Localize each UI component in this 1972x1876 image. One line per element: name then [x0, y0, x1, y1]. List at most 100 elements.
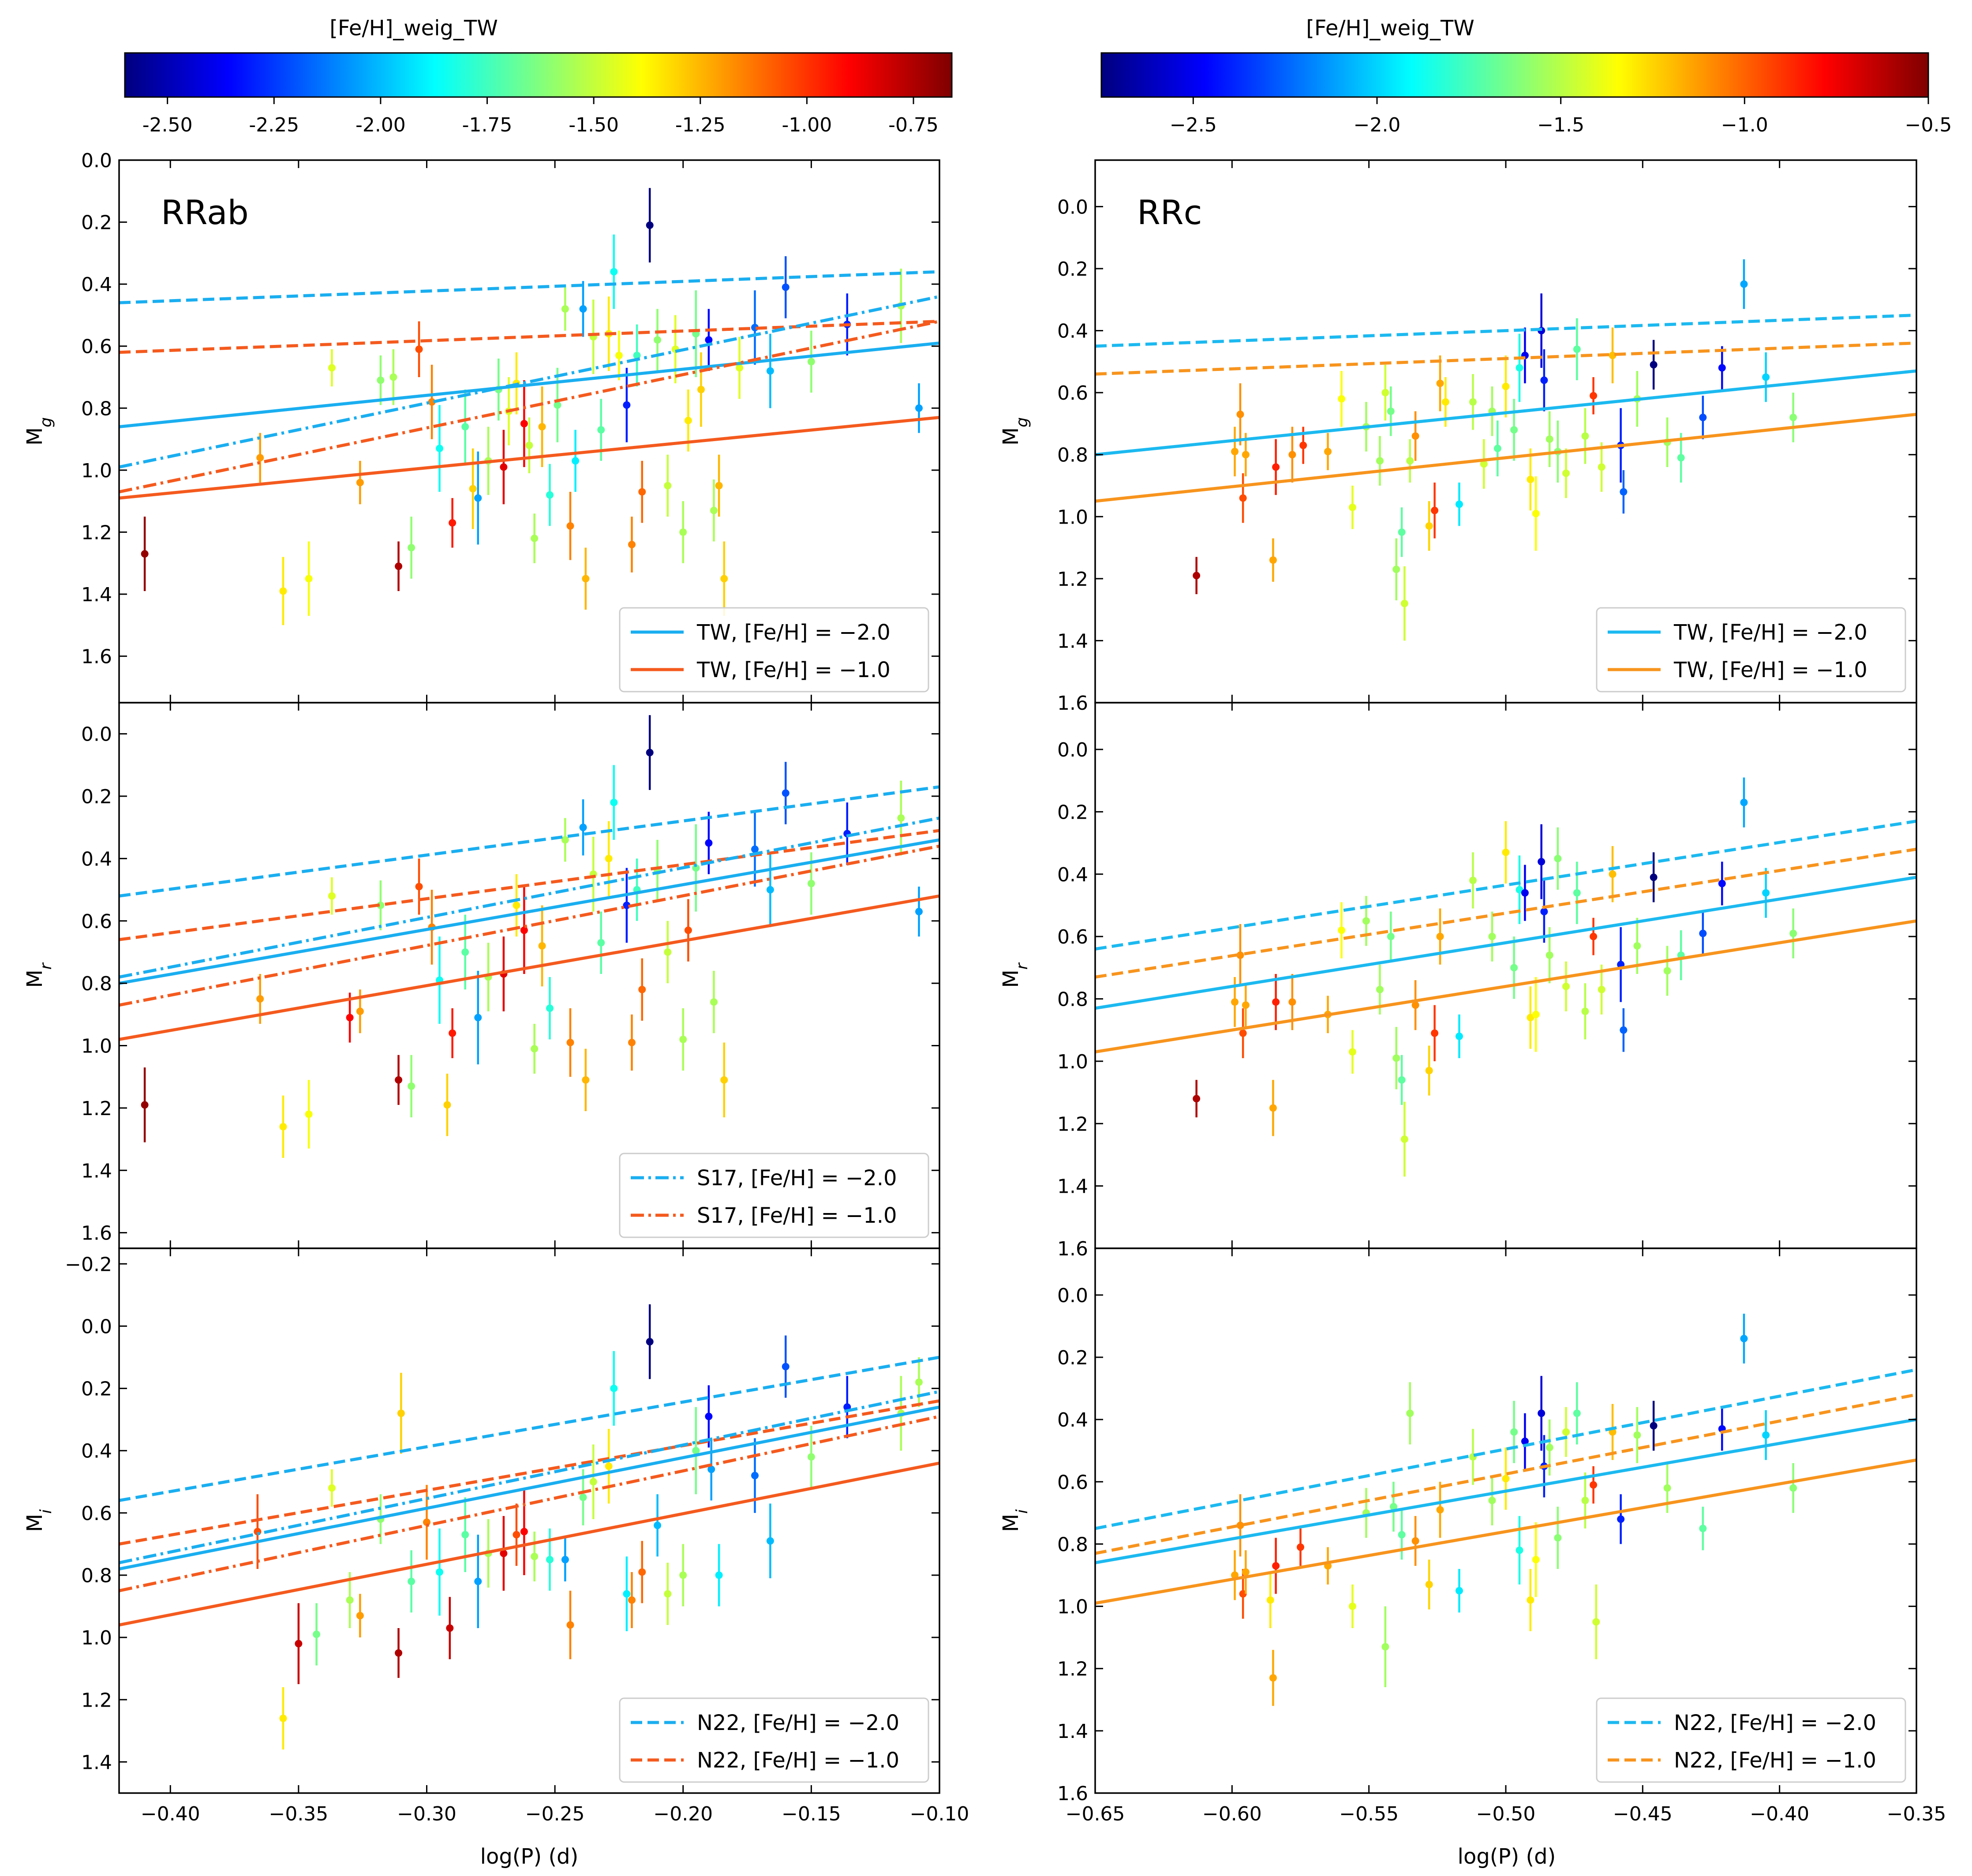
data-point: [554, 401, 561, 409]
data-point: [664, 1590, 672, 1598]
legend-entry: S17, [Fe/H] = −1.0: [697, 1203, 897, 1228]
ytick-label: 0.6: [81, 1502, 112, 1525]
data-point: [1663, 967, 1671, 975]
xtick-label: −0.40: [1750, 1803, 1809, 1825]
ytick-label: 1.0: [1057, 506, 1088, 528]
data-point: [1521, 889, 1529, 897]
data-point: [1288, 451, 1296, 459]
data-point: [1455, 1587, 1463, 1595]
data-point: [1288, 998, 1296, 1006]
data-point: [1515, 886, 1523, 894]
data-point: [538, 423, 546, 431]
data-point: [679, 1035, 687, 1043]
data-point: [1532, 509, 1540, 517]
yaxis-label: Mr: [22, 962, 55, 988]
data-point: [546, 491, 554, 499]
data-points: [1231, 1314, 1797, 1706]
colorbar-tick-label: -2.00: [355, 114, 406, 136]
data-point: [1598, 985, 1605, 993]
data-point: [546, 1556, 554, 1564]
data-point: [461, 1531, 469, 1539]
data-point: [566, 522, 574, 530]
data-point: [566, 1621, 574, 1629]
data-point: [782, 789, 790, 797]
colorbar-right-bar: [1100, 52, 1929, 98]
ytick-label: 0.2: [81, 212, 112, 234]
data-point: [1269, 556, 1277, 564]
data-point: [1532, 1011, 1540, 1019]
ytick-label: 1.4: [1057, 1176, 1088, 1198]
data-point: [751, 845, 759, 853]
relation-line: [1095, 313, 1916, 348]
data-point: [1789, 929, 1797, 937]
data-point: [531, 534, 539, 542]
data-point: [377, 901, 385, 909]
ytick-label: 0.0: [1057, 1284, 1088, 1307]
yaxis-label: Mi: [22, 1509, 55, 1532]
data-point: [1677, 454, 1685, 462]
data-point: [1193, 1095, 1201, 1103]
data-point: [1431, 1029, 1439, 1037]
panel-rrab-i: −0.2 0.0 0.2 0.4 0.6 0.8 1.0 1.2 1.4 −0.40 −0.35 −0…: [22, 1247, 969, 1825]
xaxis-label-left: log(P) (d): [480, 1844, 579, 1869]
data-point: [1699, 413, 1707, 421]
data-point: [1231, 998, 1239, 1006]
data-point: [1441, 398, 1449, 406]
data-point: [1455, 1032, 1463, 1040]
data-point: [428, 398, 436, 406]
data-point: [1762, 373, 1770, 381]
data-point: [628, 1038, 636, 1046]
ytick-label: 1.6: [1057, 1782, 1088, 1805]
data-point: [1590, 1481, 1598, 1489]
data-point: [705, 336, 713, 344]
data-point: [356, 479, 364, 487]
data-point: [1387, 932, 1395, 940]
data-point: [679, 528, 687, 536]
data-point: [538, 942, 546, 950]
legend-entry: S17, [Fe/H] = −2.0: [697, 1166, 897, 1191]
data-point: [1718, 364, 1726, 372]
data-point: [610, 268, 618, 276]
data-point: [623, 401, 631, 409]
relation-line: [119, 1415, 939, 1592]
relation-line: [1095, 876, 1916, 1010]
data-point: [1540, 376, 1548, 384]
data-point: [1562, 469, 1570, 477]
data-point: [1590, 392, 1598, 400]
data-point: [1387, 407, 1395, 415]
data-point: [1699, 1524, 1707, 1532]
data-point: [710, 506, 718, 514]
xtick-label: −0.50: [1476, 1803, 1536, 1825]
data-point: [1376, 985, 1384, 993]
data-point: [256, 995, 264, 1003]
ytick-label: 0.6: [1057, 926, 1088, 948]
data-point: [1521, 1438, 1529, 1445]
ytick-label: 1.0: [1057, 1051, 1088, 1073]
relation-line: [119, 319, 939, 354]
data-point: [1493, 445, 1501, 453]
panel-rrc-r: 0.0 0.2 0.4 0.6 0.8 1.0 1.2 1.4 1.6 Mr: [999, 702, 1917, 1260]
data-point: [408, 1082, 415, 1090]
ytick-label: 1.4: [81, 584, 112, 606]
data-point: [1272, 1562, 1280, 1570]
data-point: [766, 1537, 774, 1545]
data-point: [897, 814, 905, 822]
relation-line: [119, 1399, 939, 1546]
data-point: [736, 364, 744, 372]
data-point: [572, 457, 580, 465]
data-point: [807, 358, 815, 366]
data-point: [1620, 1026, 1628, 1034]
data-point: [720, 1076, 728, 1084]
data-point: [1242, 1568, 1250, 1576]
data-point: [279, 1123, 287, 1131]
data-point: [1480, 460, 1488, 468]
data-point: [500, 463, 508, 471]
data-point: [1581, 432, 1589, 440]
data-point: [1609, 870, 1617, 878]
yaxis-label: Mr: [999, 962, 1031, 988]
data-point: [1272, 463, 1280, 471]
data-point: [1740, 1335, 1748, 1343]
data-point: [1663, 1484, 1671, 1492]
xtick-label: −0.25: [525, 1803, 585, 1825]
data-point: [1699, 929, 1707, 937]
